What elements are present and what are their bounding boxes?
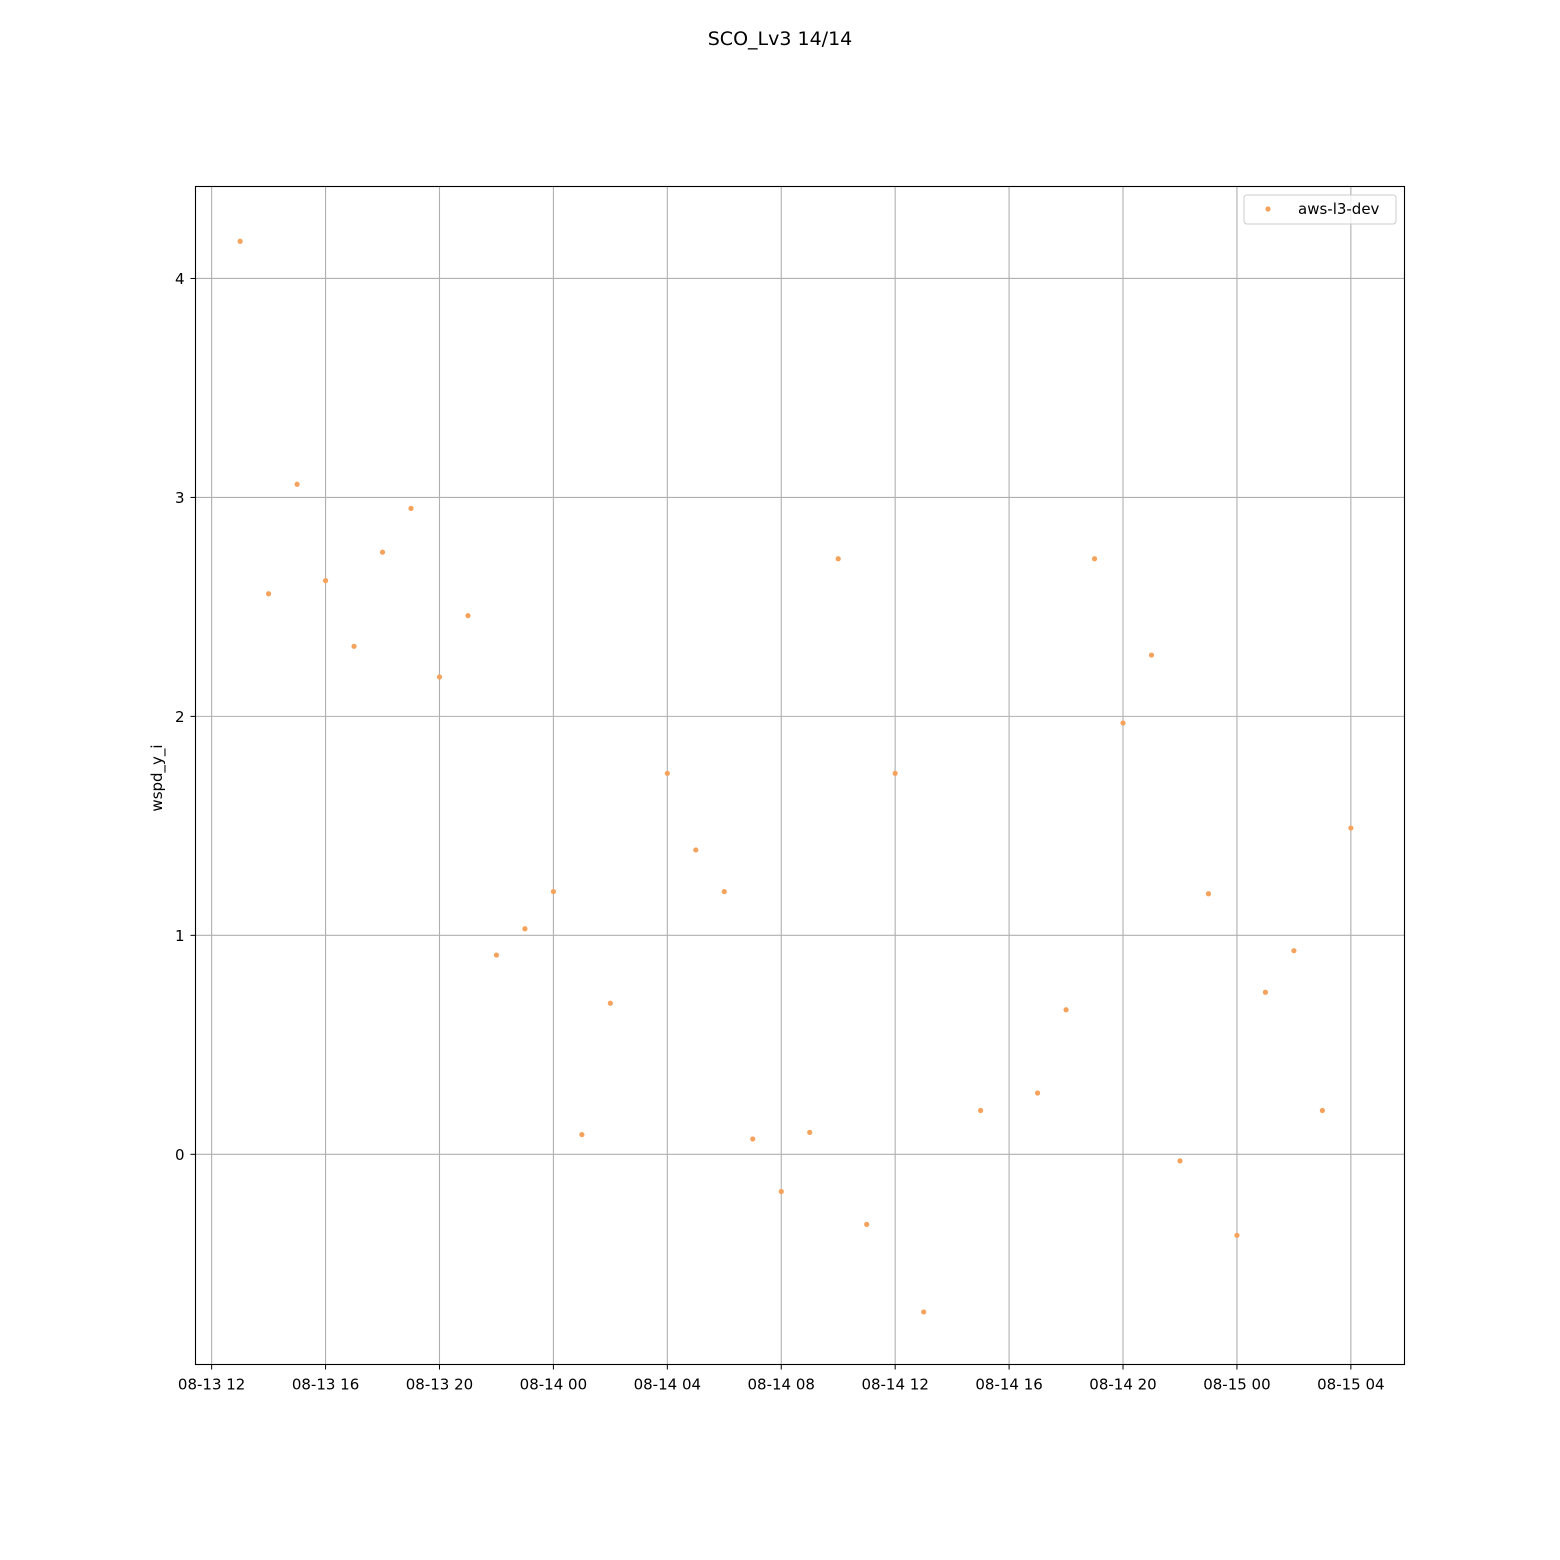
data-point: [1177, 1158, 1183, 1164]
x-tick-label: 08-13 12: [178, 1376, 245, 1394]
y-tick-label: 3: [175, 489, 185, 507]
data-point: [1120, 720, 1126, 726]
data-point: [921, 1309, 927, 1315]
data-point: [465, 613, 471, 619]
data-point: [1148, 652, 1155, 658]
x-tick-label: 08-15 04: [1317, 1376, 1384, 1394]
x-tick-label: 08-14 20: [1089, 1376, 1156, 1394]
data-point: [1034, 1090, 1041, 1096]
data-point: [1262, 989, 1269, 995]
data-point: [892, 770, 898, 776]
data-point: [1319, 1107, 1325, 1114]
legend: aws-l3-dev: [1243, 194, 1397, 225]
x-tick-label: 08-15 00: [1203, 1376, 1270, 1394]
data-point: [1234, 1232, 1240, 1238]
data-point: [835, 556, 841, 562]
data-point: [1091, 556, 1098, 562]
data-point: [1291, 948, 1297, 954]
x-tick-label: 08-14 00: [520, 1376, 587, 1394]
data-point: [322, 578, 329, 584]
data-points: [237, 238, 1354, 1315]
legend-label: aws-l3-dev: [1298, 200, 1380, 218]
data-point: [1205, 891, 1212, 897]
data-point: [436, 674, 443, 680]
x-axis: 08-13 12 08-13 16 08-13 20 08-14 00 08-14 04…: [178, 1364, 1385, 1394]
data-point: [607, 1000, 613, 1006]
data-point: [351, 643, 357, 649]
x-tick-label: 08-13 16: [292, 1376, 359, 1394]
data-point: [550, 888, 557, 895]
data-point: [864, 1221, 870, 1227]
data-point: [1348, 825, 1354, 831]
x-tick-label: 08-13 20: [406, 1376, 473, 1394]
x-tick-label: 08-14 04: [634, 1376, 701, 1394]
legend-marker: [1265, 206, 1271, 212]
y-axis-label: wspd_y_i: [148, 744, 167, 811]
chart-title: SCO_Lv3 14/14: [708, 28, 853, 50]
data-point: [579, 1131, 585, 1138]
x-tick-label: 08-14 16: [975, 1376, 1042, 1394]
plot-frame: [194, 185, 1406, 1366]
data-point: [294, 481, 300, 487]
data-point: [807, 1129, 813, 1136]
y-tick-label: 0: [175, 1146, 185, 1164]
y-axis: 0 1 2 3 4: [175, 270, 196, 1164]
data-point: [379, 549, 386, 555]
data-point: [693, 847, 699, 853]
x-tick-label: 08-14 08: [748, 1376, 815, 1394]
y-tick-label: 4: [175, 270, 185, 288]
legend-box: [1243, 194, 1397, 225]
data-point: [750, 1136, 756, 1142]
y-tick-label: 2: [175, 708, 185, 726]
x-tick-label: 08-14 12: [861, 1376, 928, 1394]
data-point: [778, 1188, 784, 1195]
data-point: [1063, 1007, 1069, 1013]
y-tick-label: 1: [175, 927, 185, 945]
data-point: [978, 1107, 984, 1114]
data-point: [237, 238, 243, 244]
data-point: [408, 505, 414, 511]
data-point: [664, 770, 670, 776]
data-point: [266, 591, 272, 597]
data-point: [721, 888, 727, 895]
data-point: [522, 926, 528, 932]
data-point: [493, 952, 500, 958]
